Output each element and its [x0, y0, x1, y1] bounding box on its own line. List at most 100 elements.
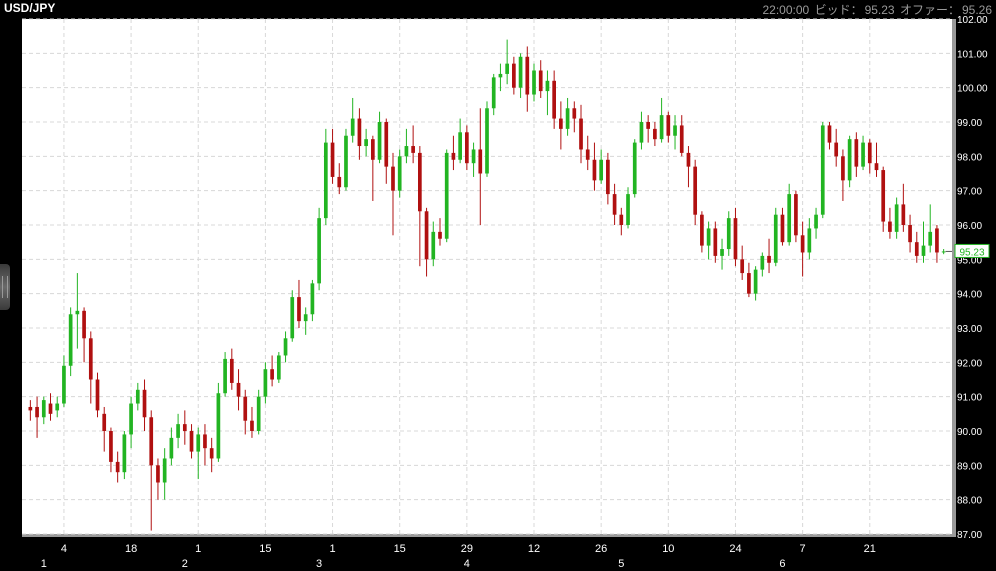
x-tick-label-day: 1	[329, 543, 335, 555]
candle-body	[169, 437, 174, 459]
candle-body	[28, 406, 33, 411]
candle-body	[243, 396, 248, 421]
x-tick-label-month: 1	[41, 558, 47, 570]
y-tick-label: 99.00	[957, 118, 982, 129]
candle-body	[700, 214, 704, 246]
candle-body	[62, 365, 66, 404]
candle-body	[323, 142, 328, 219]
candle-body	[424, 211, 429, 260]
candle-body	[760, 255, 765, 270]
y-tick-label: 91.00	[957, 393, 982, 404]
candle-body	[908, 225, 912, 243]
offer-label: オファー：	[899, 3, 960, 17]
candle-body	[753, 269, 758, 294]
x-tick-label-month: 3	[316, 558, 322, 570]
candle-body	[250, 420, 254, 431]
y-tick-label: 92.00	[957, 358, 982, 369]
y-tick-label: 100.00	[957, 84, 988, 95]
y-tick-label: 90.00	[957, 427, 982, 438]
candle-body	[820, 125, 825, 215]
candle-body	[391, 166, 395, 191]
plot-bottom-border	[22, 534, 956, 537]
candle-body	[894, 204, 899, 232]
candle-body	[303, 314, 308, 322]
x-tick-label-month: 4	[464, 558, 470, 570]
candle-body	[565, 108, 570, 129]
candle-body	[229, 358, 234, 383]
candle-body	[350, 118, 355, 136]
candle-body	[632, 142, 637, 195]
symbol-title: USD/JPY	[4, 1, 56, 15]
candle-body	[646, 122, 651, 129]
candle-body	[431, 231, 436, 260]
candle-body	[223, 358, 227, 394]
candle-body	[733, 218, 738, 260]
candle-body	[585, 149, 590, 160]
candle-body	[115, 461, 120, 473]
last-price-badge	[954, 243, 990, 258]
candle-body	[874, 163, 879, 171]
candle-body	[928, 231, 933, 246]
x-tick-label-day: 29	[461, 543, 473, 555]
candle-body	[935, 228, 939, 253]
candle-body	[384, 122, 389, 167]
y-tick-label: 95.00	[957, 255, 982, 266]
x-tick-label-day: 12	[528, 543, 540, 555]
candle-body	[834, 142, 839, 157]
candle-body	[599, 159, 604, 181]
candle-body	[156, 465, 160, 483]
last-price-label: 95.23	[959, 247, 984, 258]
candle-body	[747, 273, 751, 294]
candle-body	[901, 204, 906, 225]
candle-body	[518, 56, 523, 88]
candle-body	[189, 431, 194, 452]
candle-body	[639, 122, 644, 143]
candle-body	[498, 73, 503, 78]
candle-body	[592, 159, 597, 181]
candle-body	[505, 63, 509, 74]
candle-body	[713, 228, 718, 256]
candle-body	[465, 132, 469, 164]
candle-body	[263, 369, 268, 397]
x-tick-label-month: 2	[182, 558, 188, 570]
candle-body	[471, 149, 476, 164]
plot-right-border	[952, 19, 956, 537]
grip-icon	[2, 276, 8, 298]
candle-body	[48, 403, 53, 414]
candle-body	[659, 115, 664, 140]
y-tick-label: 97.00	[957, 187, 982, 198]
candle-body	[854, 139, 859, 167]
candle-body	[418, 152, 422, 212]
panel-resize-handle[interactable]	[0, 264, 10, 310]
candle-body	[209, 448, 214, 459]
candle-body	[142, 389, 147, 418]
x-tick-label-day: 26	[595, 543, 607, 555]
candle-body	[679, 125, 684, 153]
candle-body	[75, 310, 80, 315]
candle-body	[706, 228, 711, 246]
y-tick-label: 87.00	[957, 530, 982, 541]
x-tick-label-day: 21	[864, 543, 876, 555]
x-tick-label-day: 15	[259, 543, 271, 555]
candle-body	[552, 80, 556, 119]
candle-body	[444, 152, 449, 239]
candle-body	[478, 149, 483, 174]
candle-body	[330, 142, 335, 177]
candle-body	[606, 159, 610, 195]
candle-body	[256, 396, 261, 431]
candle-body	[787, 194, 792, 243]
candle-body	[364, 139, 368, 147]
candle-body	[182, 424, 187, 431]
candle-body	[344, 135, 348, 188]
candle-body	[800, 235, 805, 253]
candle-body	[122, 434, 127, 473]
candle-body	[88, 338, 93, 380]
x-tick-label-day: 24	[729, 543, 741, 555]
candle-body	[525, 56, 530, 95]
y-tick-label: 102.00	[957, 15, 988, 26]
candle-body	[162, 458, 167, 483]
candle-body	[693, 166, 698, 215]
candle-body	[357, 118, 362, 147]
